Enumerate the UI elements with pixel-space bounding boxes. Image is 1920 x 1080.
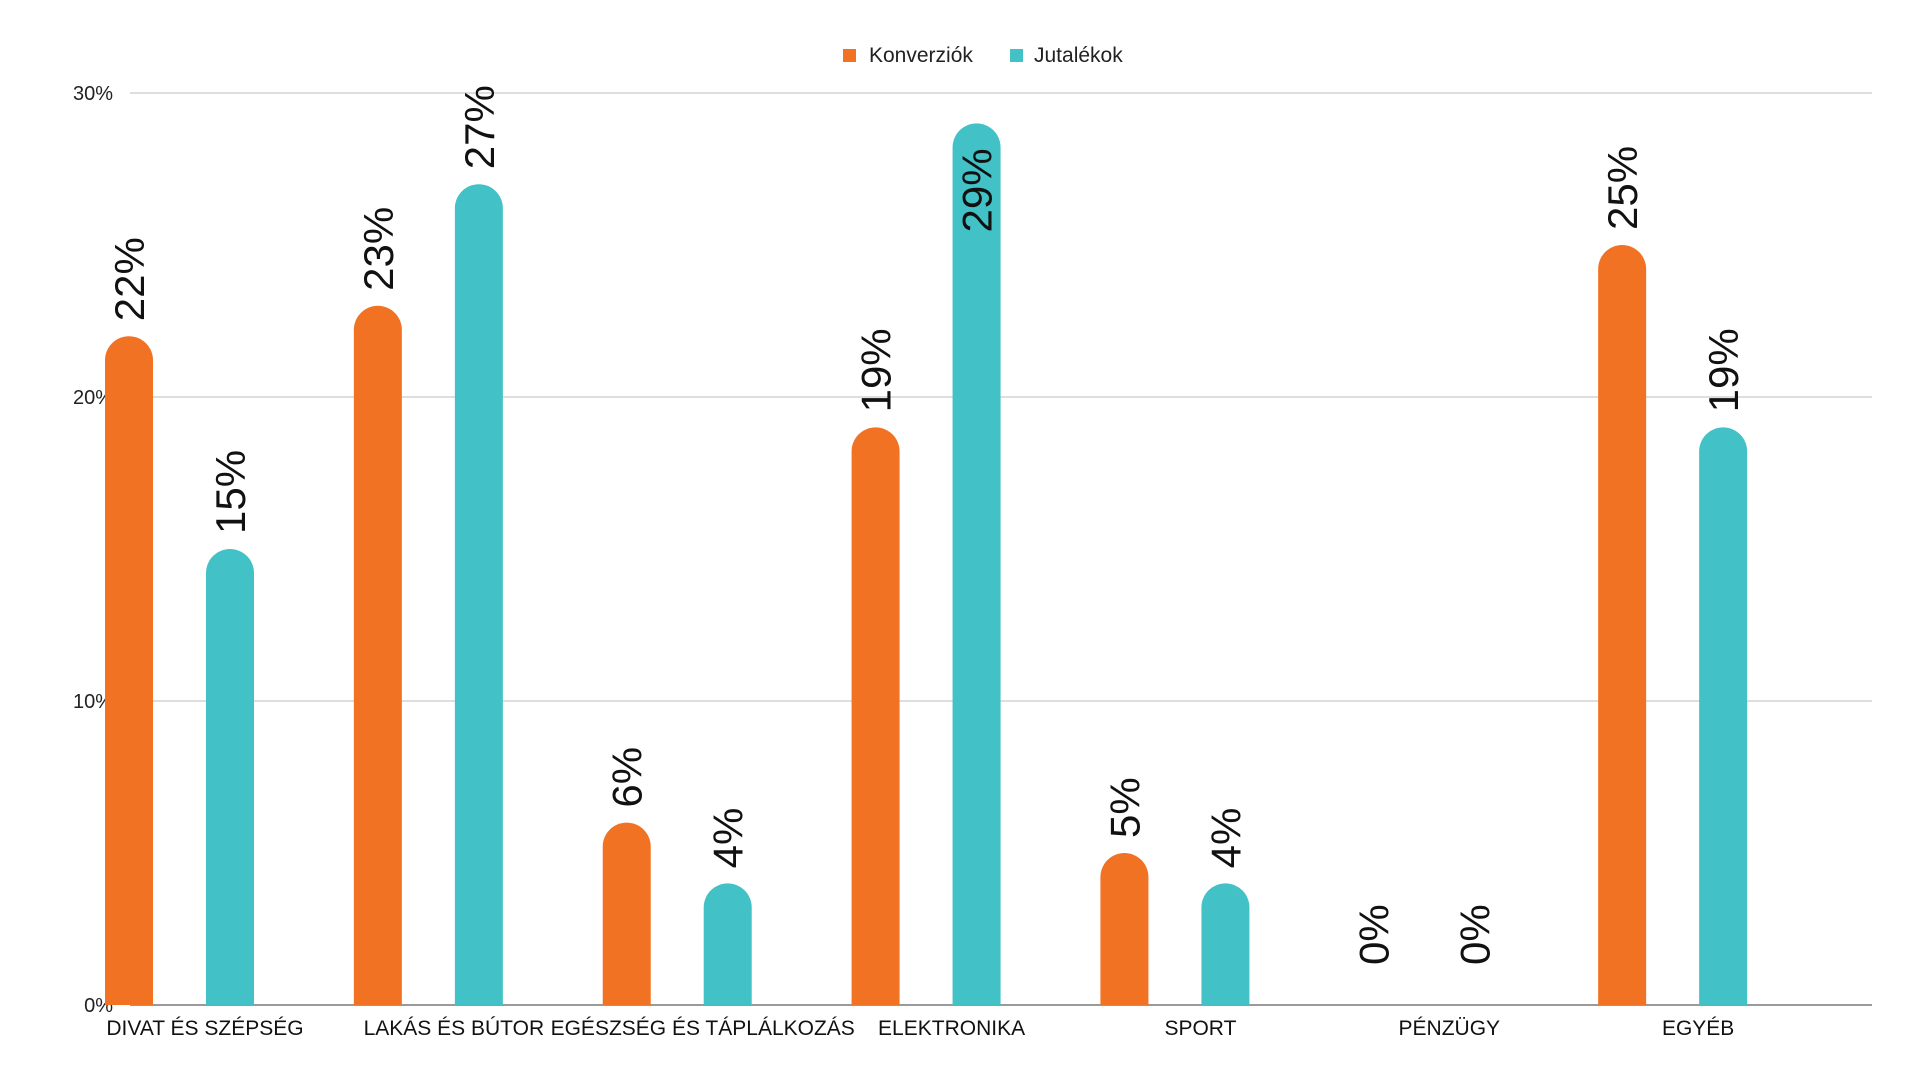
x-category-label: ELEKTRONIKA bbox=[878, 1017, 1025, 1040]
bar-konverziok bbox=[105, 336, 153, 1005]
bar-konverziok bbox=[1100, 853, 1149, 1005]
data-label: 25% bbox=[1599, 146, 1646, 230]
x-category-label: PÉNZÜGY bbox=[1399, 1017, 1501, 1040]
x-category-label: SPORT bbox=[1164, 1017, 1236, 1040]
data-label: 0% bbox=[1350, 904, 1397, 965]
x-category-label: EGYÉB bbox=[1662, 1017, 1734, 1040]
x-category-label: LAKÁS ÉS BÚTOR bbox=[364, 1017, 545, 1040]
legend-swatch bbox=[843, 49, 856, 62]
data-label: 19% bbox=[1700, 328, 1747, 412]
data-label: 29% bbox=[954, 148, 1001, 232]
data-label: 4% bbox=[705, 808, 752, 869]
data-label: 4% bbox=[1202, 808, 1249, 869]
y-tick-label: 30% bbox=[73, 83, 113, 105]
bar-jutalekok bbox=[454, 184, 503, 1005]
data-label: 19% bbox=[853, 328, 900, 412]
bar-jutalekok bbox=[703, 883, 752, 1005]
data-labels: 22% 23% 6% 19% 5% 0% 25% 15% 27% 4% 29% 4% 0% 19% bbox=[106, 85, 1747, 965]
data-label: 6% bbox=[604, 747, 651, 808]
bar-jutalekok bbox=[1699, 427, 1748, 1005]
legend-label: Jutalékok bbox=[1034, 44, 1123, 67]
data-label: 27% bbox=[456, 85, 503, 169]
y-axis: 0%10%20%30% bbox=[73, 83, 113, 1017]
bar-konverziok bbox=[353, 305, 402, 1005]
data-label: 0% bbox=[1451, 904, 1498, 965]
y-tick-label: 10% bbox=[73, 691, 113, 713]
legend-swatch bbox=[1010, 49, 1023, 62]
data-label: 23% bbox=[355, 207, 402, 291]
bar-jutalekok bbox=[952, 123, 1001, 1005]
bar-jutalekok bbox=[206, 549, 254, 1005]
x-category-label: EGÉSZSÉG ÉS TÁPLÁLKOZÁS bbox=[551, 1017, 855, 1040]
x-axis: DIVAT ÉS SZÉPSÉG LAKÁS ÉS BÚTOR EGÉSZSÉG É… bbox=[106, 1017, 1734, 1040]
bar-konverziok bbox=[602, 822, 651, 1005]
legend: Konverziók Jutalékok bbox=[843, 44, 1123, 67]
bar-konverziok bbox=[1598, 245, 1647, 1006]
legend-label: Konverziók bbox=[869, 44, 973, 67]
data-label: 5% bbox=[1101, 777, 1148, 838]
y-tick-label: 20% bbox=[73, 387, 113, 409]
bar-jutalekok bbox=[1201, 883, 1250, 1005]
data-label: 22% bbox=[106, 237, 153, 321]
bar-konverziok bbox=[851, 427, 900, 1005]
bars bbox=[105, 123, 1748, 1006]
gridlines bbox=[130, 92, 1872, 1006]
data-label: 15% bbox=[207, 450, 254, 534]
x-category-label: DIVAT ÉS SZÉPSÉG bbox=[106, 1017, 303, 1040]
